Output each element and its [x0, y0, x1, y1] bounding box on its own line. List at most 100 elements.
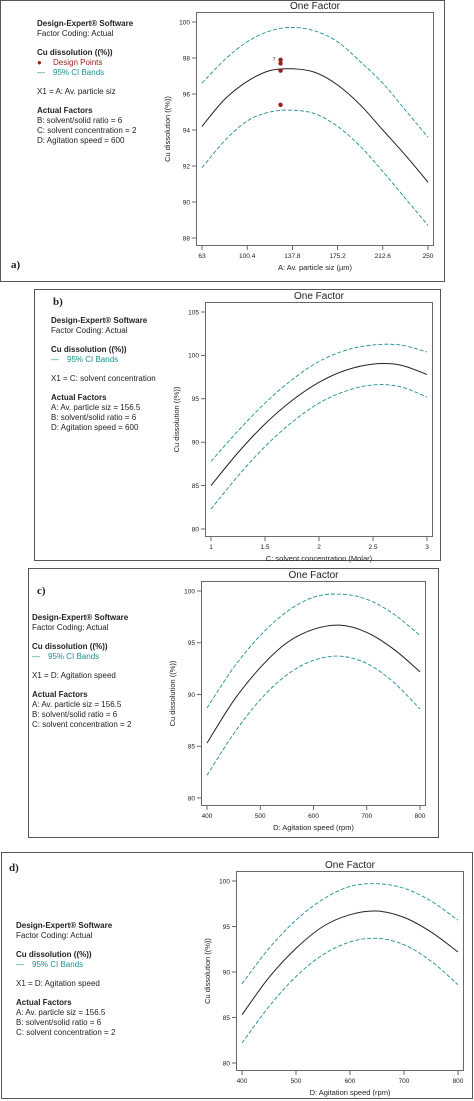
chart-title: One Factor [290, 1, 341, 12]
factor-coding: Factor Coding: Actual [32, 623, 109, 632]
y-tick-label: 90 [192, 440, 200, 447]
figure-panel-a: a) Design-Expert® Software Factor Coding… [0, 0, 445, 282]
chart-b: One Factor 1 1.5 2 2.5 3 80 85 90 95 100 105 C: solv… [172, 291, 433, 563]
x-tick-label: 800 [453, 1078, 464, 1085]
panel-label: b) [53, 296, 63, 308]
legend-ci-bands: — 95% CI Bands [37, 68, 105, 77]
legend-ci-bands: — 95% CI Bands [51, 355, 119, 364]
x-tick-label: 100.4 [239, 253, 256, 260]
fit-line [201, 68, 429, 183]
actual-factors-title: Actual Factors [32, 690, 88, 699]
y-tick-label: 100 [179, 19, 190, 26]
x1-factor: X1 = D: Agitation speed [16, 979, 100, 988]
actual-factors-title: Actual Factors [16, 998, 72, 1007]
chart-title: One Factor [325, 860, 376, 871]
y-axis-label: Cu dissolution ((%)) [172, 386, 181, 452]
y-tick-label: 85 [223, 1015, 231, 1022]
actual-factors-title: Actual Factors [51, 393, 107, 402]
y-axis-label: Cu dissolution ((%)) [168, 660, 177, 726]
x1-factor: X1 = D: Agitation speed [32, 671, 116, 680]
ci-lower-band [206, 655, 421, 776]
x-tick-label: 63 [198, 253, 206, 260]
dashed-line-icon: — [37, 68, 45, 77]
dashed-line-icon: — [32, 652, 40, 661]
panel-info: Design-Expert® Software Factor Coding: A… [16, 921, 115, 1038]
x-tick-label: 700 [399, 1078, 410, 1085]
design-point-marker-icon: ● [37, 58, 42, 67]
actual-factor: C: solvent concentration = 2 [32, 720, 132, 729]
x-axis-label: D: Agitation speed (rpm) [310, 1088, 391, 1097]
chart-c: One Factor 400 500 600 700 800 80 85 90 95 100 D: A… [168, 570, 426, 832]
x-tick-label: 250 [423, 253, 434, 260]
chart-d: One Factor 400 500 600 700 800 80 85 90 95 100 D: A… [203, 860, 464, 1097]
x1-factor: X1 = A: Av. particle siz [37, 87, 116, 96]
y-tick-label: 100 [188, 353, 199, 360]
fit-line [241, 910, 459, 1016]
actual-factor: C: solvent concentration = 2 [37, 126, 137, 135]
plot-frame [205, 302, 433, 537]
fit-line [210, 363, 428, 486]
x-tick-label: 1.5 [260, 544, 269, 551]
y-tick-label: 94 [183, 127, 191, 134]
y-tick-label: 95 [188, 640, 196, 647]
x-tick-label: 500 [255, 813, 266, 820]
software-title: Design-Expert® Software [16, 921, 113, 930]
x1-factor: X1 = C: solvent concentration [51, 374, 156, 383]
response-title: Cu dissolution ((%)) [37, 48, 113, 57]
x-axis-label: C: solvent concentration (Molar) [266, 554, 373, 563]
design-point-label: 7 [273, 57, 276, 63]
actual-factor: B: solvent/solid ratio = 6 [51, 413, 137, 422]
x-tick-label: 500 [291, 1078, 302, 1085]
actual-factors-title: Actual Factors [37, 106, 93, 115]
y-tick-label: 85 [188, 744, 196, 751]
y-tick-label: 80 [192, 526, 200, 533]
panel-info: Design-Expert® Software Factor Coding: A… [37, 19, 136, 146]
factor-coding: Factor Coding: Actual [51, 326, 128, 335]
response-title: Cu dissolution ((%)) [32, 642, 108, 651]
y-tick-label: 90 [188, 692, 196, 699]
x-tick-label: 3 [425, 544, 429, 551]
figure-panel-b: b) Design-Expert® Software Factor Coding… [34, 289, 441, 561]
x-axis-label: A: Av. particle siz (µm) [278, 263, 353, 272]
ci-upper-band [206, 593, 421, 709]
factor-coding: Factor Coding: Actual [37, 29, 114, 38]
ci-upper-band [241, 883, 459, 985]
actual-factor: B: solvent/solid ratio = 6 [37, 116, 123, 125]
figure-panel-c: c) Design-Expert® Software Factor Coding… [28, 568, 439, 838]
x-tick-label: 600 [308, 813, 319, 820]
x-tick-label: 600 [345, 1078, 356, 1085]
design-point [278, 68, 283, 73]
response-title: Cu dissolution ((%)) [16, 950, 92, 959]
y-tick-label: 90 [223, 969, 231, 976]
x-tick-label: 212.6 [375, 253, 392, 260]
legend-design-points: ● Design Points [37, 58, 103, 67]
x-axis-label: D: Agitation speed (rpm) [273, 823, 354, 832]
y-tick-label: 88 [183, 235, 191, 242]
ci-lower-band [210, 384, 428, 510]
y-tick-label: 100 [184, 588, 195, 595]
plot-frame [196, 12, 434, 246]
y-tick-label: 95 [223, 924, 231, 931]
ci-lower-band [201, 109, 429, 226]
y-tick-label: 92 [183, 163, 191, 170]
x-tick-label: 175.2 [329, 253, 346, 260]
design-point [278, 61, 283, 66]
ci-upper-band [201, 26, 429, 138]
chart-title: One Factor [294, 291, 345, 302]
actual-factor: D: Agitation speed = 600 [51, 423, 139, 432]
x-tick-label: 400 [202, 813, 213, 820]
dashed-line-icon: — [51, 355, 59, 364]
figure-panel-d: d) Design-Expert® Software Factor Coding… [1, 852, 473, 1099]
actual-factor: A: Av. particle siz = 156.5 [16, 1008, 106, 1017]
legend-ci-bands: — 95% CI Bands [16, 960, 84, 969]
y-tick-label: 85 [192, 483, 200, 490]
software-title: Design-Expert® Software [51, 316, 148, 325]
plot-frame [236, 871, 464, 1071]
x-tick-label: 400 [237, 1078, 248, 1085]
y-tick-label: 80 [188, 795, 196, 802]
ci-lower-band [241, 937, 459, 1044]
dashed-line-icon: — [16, 960, 24, 969]
software-title: Design-Expert® Software [32, 613, 129, 622]
y-tick-label: 96 [183, 91, 191, 98]
y-tick-label: 100 [219, 878, 230, 885]
